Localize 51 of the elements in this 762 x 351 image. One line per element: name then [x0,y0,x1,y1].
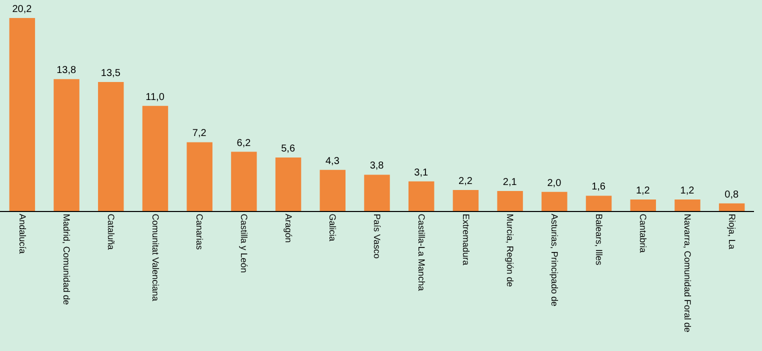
bar [497,190,523,211]
bar [186,142,212,211]
data-label: 7,2 [192,128,207,140]
x-tick-label: Rioja, La [726,214,737,250]
x-tick-label: Balears, Illes [594,214,604,266]
x-tick-label: Aragón [283,214,294,243]
x-tick-label: Navarra, Comunidad Foral de [682,214,693,332]
x-tick-label: Cantabria [638,214,648,253]
bar [275,158,302,211]
bar [142,106,168,211]
data-label: 2,0 [547,178,562,189]
bar [98,82,124,211]
bar [452,190,479,211]
bar [718,203,745,211]
x-tick-label: Asturias, Principado de [549,214,560,306]
x-tick-label: Galicia [328,214,338,242]
data-label: 2,1 [502,176,518,188]
x-tick-label: Murcia, Región de [505,214,516,287]
data-label: 3,8 [370,160,384,172]
x-tick-label: Castilla-La Mancha [416,214,426,291]
data-label: 5,6 [281,144,296,154]
bar [630,200,656,211]
x-tick-label: Extremadura [460,214,471,266]
data-label: 1,2 [680,186,695,197]
bar [231,152,257,211]
bar [320,170,346,211]
bar [364,174,390,211]
data-label: 4,3 [325,156,340,167]
data-label: 3,1 [414,167,429,178]
data-label: 20,2 [12,4,32,15]
data-label: 2,2 [458,176,473,187]
bar [674,200,700,211]
data-label: 1,2 [636,186,650,197]
data-label: 1,6 [592,182,606,193]
bar [586,196,612,211]
data-label: 13,8 [56,65,76,76]
x-tick-label: Canarias [194,214,205,250]
data-label: 13,5 [100,68,121,80]
x-tick-label: Madrid, Comunidad de [62,214,72,305]
bar [54,79,80,211]
data-label: 0,8 [724,189,739,200]
bar [542,192,568,211]
data-label: 6,2 [236,138,252,149]
x-tick-label: País Vasco [372,214,382,259]
x-tick-label: Cataluña [106,214,116,250]
x-tick-label: Comunitat Valenciana [150,214,160,302]
bar [408,181,434,211]
data-label: 11,0 [146,92,165,103]
x-tick-label: Castilla y León [239,214,250,273]
x-tick-label: Andalucía [17,214,28,254]
bar [9,18,36,211]
